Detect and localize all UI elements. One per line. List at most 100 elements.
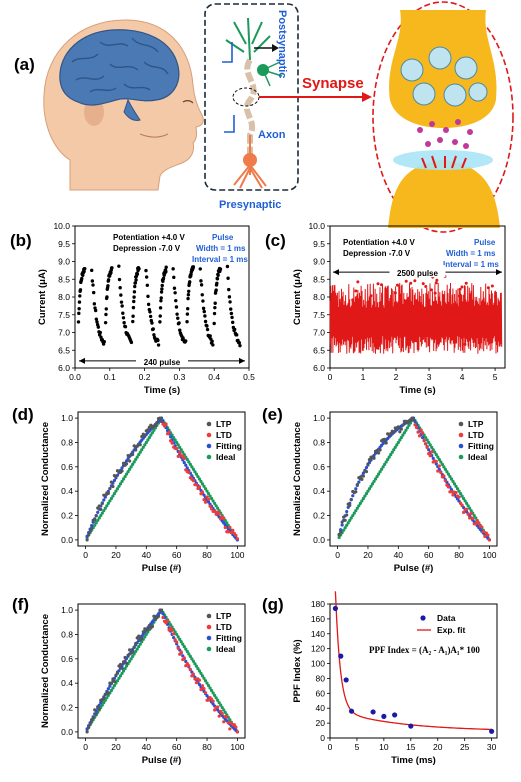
y-tick-label: 0.6 bbox=[313, 462, 325, 472]
ltd-point bbox=[421, 431, 425, 435]
ideal-point bbox=[393, 445, 397, 449]
ideal-point bbox=[190, 465, 194, 469]
ideal-point bbox=[131, 462, 135, 466]
data-point bbox=[407, 330, 411, 334]
data-point bbox=[234, 333, 239, 337]
axon-label: Axon bbox=[258, 129, 286, 141]
data-point bbox=[94, 317, 99, 321]
ltd-point bbox=[193, 677, 197, 681]
data-point bbox=[186, 306, 190, 311]
data-point bbox=[203, 314, 207, 318]
ltp-point bbox=[97, 504, 101, 508]
data-point bbox=[409, 281, 413, 285]
data-point bbox=[174, 298, 178, 303]
ideal-point bbox=[135, 647, 139, 651]
ltd-point bbox=[235, 537, 240, 541]
ltd-point bbox=[231, 528, 235, 532]
ltp-point bbox=[411, 417, 416, 421]
data-point bbox=[227, 295, 232, 299]
legend-label: Fitting bbox=[216, 441, 242, 451]
ltd-point bbox=[200, 684, 205, 688]
ideal-point bbox=[387, 455, 391, 459]
data-point bbox=[144, 268, 148, 273]
fitting-point bbox=[197, 682, 202, 687]
data-point bbox=[381, 713, 387, 720]
pulse-title: Pulse bbox=[474, 238, 496, 247]
ideal-point bbox=[373, 477, 378, 481]
y-tick-label: 0.0 bbox=[61, 727, 73, 737]
ideal-point bbox=[190, 657, 194, 661]
data-point bbox=[451, 337, 455, 341]
data-point bbox=[226, 276, 230, 280]
data-point bbox=[175, 312, 179, 316]
ideal-point bbox=[197, 669, 202, 673]
ltd-point bbox=[178, 450, 182, 454]
ideal-point bbox=[117, 676, 121, 680]
data-point bbox=[76, 320, 81, 324]
ideal-point bbox=[366, 489, 370, 493]
data-point bbox=[401, 323, 405, 327]
neuron-illustration bbox=[222, 17, 283, 189]
ideal-point bbox=[401, 433, 405, 437]
y-tick-label: 7.0 bbox=[58, 328, 70, 338]
ideal-point bbox=[109, 688, 113, 693]
ideal-point bbox=[120, 671, 124, 676]
ideal-point bbox=[108, 499, 112, 503]
ltd-point bbox=[222, 720, 226, 724]
y-tick-label: 7.5 bbox=[313, 310, 325, 320]
ideal-point bbox=[200, 674, 205, 678]
data-point bbox=[148, 314, 153, 319]
ideal-point bbox=[357, 504, 361, 508]
ideal-point bbox=[351, 513, 355, 518]
y-tick-label: 0.2 bbox=[313, 511, 325, 521]
data-point bbox=[210, 339, 214, 343]
data-point bbox=[395, 283, 399, 287]
ltd-point bbox=[436, 469, 440, 473]
ltd-point bbox=[217, 511, 221, 516]
data-point bbox=[200, 293, 204, 297]
y-tick-label: 100 bbox=[311, 659, 325, 669]
data-point bbox=[82, 269, 86, 274]
ltp-point bbox=[337, 532, 341, 537]
ltp-point bbox=[128, 648, 132, 652]
data-point bbox=[428, 315, 432, 319]
y-tick-label: 40 bbox=[316, 703, 326, 713]
ideal-point bbox=[181, 450, 185, 454]
ltd-point bbox=[169, 626, 173, 630]
ltd-point bbox=[226, 530, 230, 534]
ltp-point bbox=[389, 432, 393, 436]
data-point bbox=[199, 283, 204, 287]
data-point bbox=[158, 320, 162, 324]
data-point bbox=[185, 312, 190, 316]
data-point bbox=[437, 336, 441, 340]
ideal-point bbox=[178, 445, 182, 449]
data-point bbox=[369, 315, 373, 319]
data-point bbox=[123, 325, 128, 329]
ideal-point bbox=[188, 654, 192, 658]
data-point bbox=[421, 282, 425, 286]
ideal-point bbox=[442, 465, 446, 469]
x-tick-label: 0.5 bbox=[243, 372, 255, 382]
ltp-point bbox=[398, 430, 402, 434]
ltd-point bbox=[235, 730, 240, 734]
y-tick-label: 7.5 bbox=[58, 310, 70, 320]
data-point bbox=[458, 294, 462, 298]
ideal-point bbox=[208, 686, 212, 690]
ideal-point bbox=[437, 457, 441, 462]
pulse-title: Pulse bbox=[212, 233, 234, 242]
ltd-point bbox=[446, 485, 451, 489]
data-point bbox=[493, 294, 497, 298]
data-point bbox=[132, 290, 137, 294]
ltd-point bbox=[197, 485, 202, 489]
ltd-point bbox=[176, 646, 180, 650]
data-point bbox=[183, 339, 188, 343]
y-axis-label: Normalized Conductance bbox=[40, 422, 51, 536]
data-point bbox=[185, 320, 189, 324]
ltp-point bbox=[121, 660, 126, 664]
chart-panel-f: 0 20 40 60 80 100 0.0 0.2 0.4 0.6 0.8 1.0 Pulse (#) N… bbox=[40, 603, 246, 766]
ideal-point bbox=[123, 666, 127, 671]
legend-marker bbox=[206, 454, 212, 460]
data-point bbox=[348, 708, 355, 714]
ideal-point bbox=[187, 652, 191, 656]
